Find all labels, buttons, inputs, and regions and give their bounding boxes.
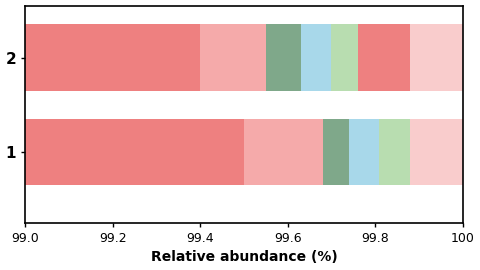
Bar: [25, 25, 200, 91]
Bar: [410, 119, 463, 185]
Bar: [266, 25, 301, 91]
Bar: [358, 25, 410, 91]
X-axis label: Relative abundance (%): Relative abundance (%): [151, 251, 337, 264]
Bar: [25, 119, 244, 185]
Bar: [301, 25, 331, 91]
Bar: [244, 119, 323, 185]
Bar: [200, 25, 266, 91]
Bar: [410, 25, 463, 91]
Bar: [349, 119, 380, 185]
Bar: [323, 119, 349, 185]
Bar: [331, 25, 358, 91]
Bar: [380, 119, 410, 185]
